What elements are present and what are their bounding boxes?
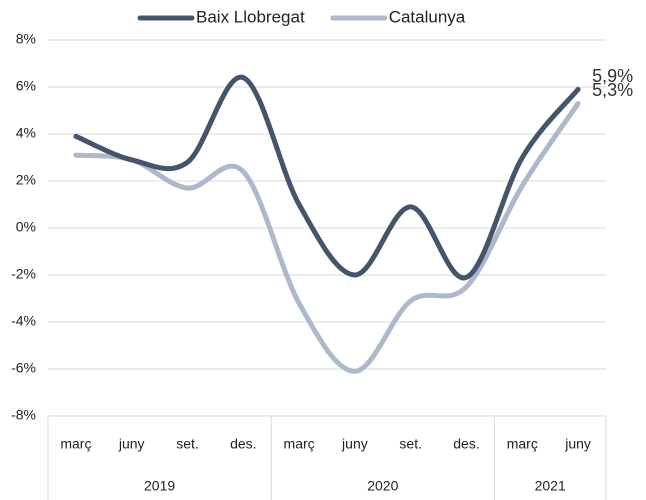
x-tick-label: des.	[453, 436, 479, 452]
y-tick-label: -8%	[11, 407, 36, 423]
group-label: 2021	[535, 478, 566, 494]
value-label: 5,3%	[592, 80, 633, 100]
y-tick-label: 0%	[16, 219, 36, 235]
value-label: 5,9%	[592, 66, 633, 86]
x-tick-label: set.	[176, 436, 199, 452]
x-tick-label: març	[507, 436, 538, 452]
y-tick-label: -2%	[11, 266, 36, 282]
x-tick-label: set.	[399, 436, 422, 452]
x-tick-label: des.	[230, 436, 256, 452]
line-series	[73, 100, 581, 374]
y-tick-label: 4%	[16, 125, 36, 141]
y-tick-label: 2%	[16, 172, 36, 188]
legend-label: Baix Llobregat	[196, 7, 305, 26]
x-tick-label: març	[60, 436, 91, 452]
x-tick-label: juny	[341, 436, 368, 452]
x-tick-label: juny	[564, 436, 591, 452]
group-label: 2020	[367, 478, 398, 494]
y-tick-label: 8%	[16, 31, 36, 47]
legend-label: Catalunya	[389, 7, 466, 26]
group-label: 2019	[144, 478, 175, 494]
y-tick-label: 6%	[16, 78, 36, 94]
y-tick-label: -6%	[11, 360, 36, 376]
line-series	[73, 75, 581, 281]
x-tick-label: març	[284, 436, 315, 452]
x-tick-label: juny	[118, 436, 145, 452]
y-tick-label: -4%	[11, 313, 36, 329]
